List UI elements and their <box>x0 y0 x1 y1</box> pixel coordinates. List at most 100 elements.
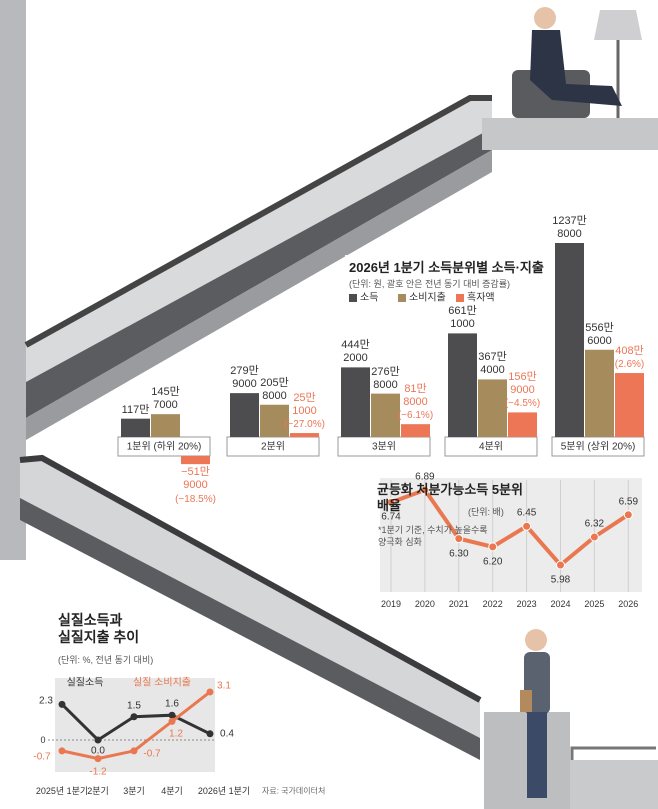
value-label: 25만 1000 <box>292 392 317 418</box>
category-label: 2분위 <box>261 441 285 453</box>
bar <box>371 393 400 437</box>
chart1-header-bg <box>345 255 560 311</box>
upper-platform <box>482 118 658 150</box>
value-label: 444만 2000 <box>341 339 370 365</box>
point <box>206 730 214 738</box>
value-label: -0.7 <box>143 748 161 760</box>
value-label: -1.2 <box>89 766 107 778</box>
point <box>206 688 214 696</box>
change-label: (−6.1%) <box>397 410 434 422</box>
bar <box>478 379 507 437</box>
x-tick-label: 2022 <box>482 599 503 609</box>
value-label: 5.98 <box>550 574 571 586</box>
man-head <box>534 7 556 29</box>
value-label: −51만 9000 <box>181 466 210 492</box>
x-tick-label: 2026 <box>618 599 639 609</box>
point <box>94 736 102 744</box>
standing-man-legs <box>527 712 547 798</box>
chart-title: 실질소득과 실질지출 추이 <box>58 612 140 645</box>
value-label: 1.2 <box>169 728 183 740</box>
legend-swatch <box>456 294 464 302</box>
legend-label: 소득 <box>360 292 379 304</box>
bar <box>448 333 477 437</box>
point <box>522 521 532 531</box>
value-label: 0.4 <box>220 728 234 740</box>
bar <box>151 414 180 437</box>
x-tick-label: 2020 <box>414 599 435 609</box>
change-label: (2.6%) <box>614 359 645 371</box>
value-label: 276만 8000 <box>371 365 400 391</box>
upper-escalator-side <box>26 150 492 440</box>
chart-note: *1분기 기준, 수치가 높을수록 양극화 심화 <box>378 525 488 547</box>
value-label: 408만 <box>615 345 644 358</box>
point <box>58 747 66 755</box>
chart-title: 2026년 1분기 소득분위별 소득·지출 <box>349 260 544 275</box>
value-label: 6.59 <box>618 496 639 508</box>
lamp-shade <box>594 10 642 40</box>
value-label: 2.3 <box>39 695 53 707</box>
point <box>94 755 102 763</box>
man-suit <box>530 30 622 106</box>
x-tick-label: 2026년 1분기 <box>197 786 251 796</box>
y-tick-label: 0 <box>40 735 46 745</box>
x-tick-label: 2024 <box>550 599 571 609</box>
value-label: 81만 8000 <box>403 383 428 409</box>
point <box>623 510 633 520</box>
lower-platform <box>570 760 658 809</box>
value-label: 0.0 <box>91 745 105 757</box>
change-label: (−4.5%) <box>504 398 541 410</box>
value-label: 156만 9000 <box>508 371 537 397</box>
bar <box>401 424 430 437</box>
value-label: 6.30 <box>449 548 469 560</box>
value-label: 1.6 <box>165 698 179 710</box>
legend-swatch <box>349 294 357 302</box>
x-tick-label: 2분기 <box>87 786 109 796</box>
bar <box>508 412 537 437</box>
upper-escalator-steps <box>26 128 492 418</box>
x-tick-label: 2023 <box>516 599 537 609</box>
bar <box>585 349 614 437</box>
value-label: 279만 9000 <box>230 365 259 391</box>
point <box>386 497 396 507</box>
legend-label: 흑자액 <box>467 292 495 304</box>
bar <box>181 456 210 465</box>
value-label: 6.74 <box>381 511 401 523</box>
bar <box>341 367 370 437</box>
chart-subtitle: (단위: 원, 괄호 안은 전년 동기 대비 증감률) <box>349 279 510 289</box>
source: 자료: 국가데이터처 <box>262 786 326 796</box>
category-label: 5분위 (상위 20%) <box>560 441 636 453</box>
value-label: 1237만 8000 <box>552 215 587 240</box>
bar <box>230 393 259 437</box>
value-label: 6.89 <box>415 471 435 483</box>
x-tick-label: 4분기 <box>161 786 183 796</box>
category-label: 4분위 <box>479 441 503 453</box>
value-label: -0.7 <box>33 751 51 763</box>
x-tick-label: 2019 <box>380 599 402 609</box>
category-label: 3분위 <box>372 441 396 453</box>
standing-man-head <box>525 629 547 651</box>
bar <box>290 433 319 437</box>
x-tick-label: 3분기 <box>123 786 145 796</box>
value-label: 367만 4000 <box>478 351 507 377</box>
value-label: 205만 8000 <box>260 376 289 402</box>
point <box>168 711 176 719</box>
category-label: 1분위 (하위 20%) <box>126 441 202 453</box>
bar <box>121 418 150 437</box>
change-label: (−18.5%) <box>175 494 216 506</box>
point <box>556 560 565 570</box>
lower-escalator-glass <box>20 458 480 738</box>
value-label: 6.20 <box>482 556 503 568</box>
bar <box>260 404 289 437</box>
value-label: 661만 1000 <box>448 305 477 331</box>
bag <box>520 690 532 712</box>
value-label: 117만 <box>121 403 150 416</box>
chart-unit: (단위: 배) <box>468 507 504 517</box>
x-tick-label: 2021 <box>448 599 469 609</box>
point <box>58 700 66 708</box>
point <box>589 532 599 542</box>
chart-title: 균등화 처분가능소득 5분위 배율 <box>377 482 524 513</box>
legend-label: 소비지출 <box>409 292 446 304</box>
bar <box>615 373 644 437</box>
bar <box>555 243 584 437</box>
